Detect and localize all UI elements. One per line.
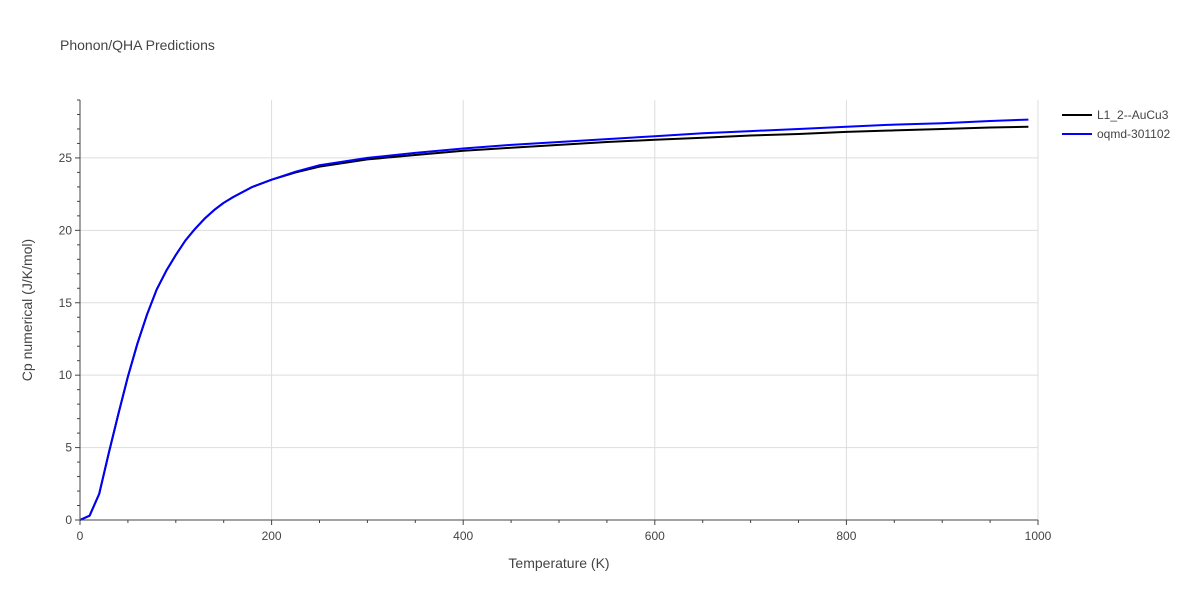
x-tick-label: 800 xyxy=(836,529,856,543)
x-tick-label: 600 xyxy=(645,529,665,543)
y-tick-label: 20 xyxy=(59,223,73,237)
chart-title: Phonon/QHA Predictions xyxy=(60,37,215,53)
y-tick-label: 25 xyxy=(59,151,73,165)
legend-label: oqmd-301102 xyxy=(1097,127,1170,141)
y-tick-label: 10 xyxy=(59,368,73,382)
series-line-L1_2--AuCu3 xyxy=(79,125,1029,521)
y-axis-title: Cp numerical (J/K/mol) xyxy=(19,239,35,381)
x-tick-label: 200 xyxy=(262,529,282,543)
y-tick-label: 5 xyxy=(65,441,72,455)
y-tick-label: 15 xyxy=(59,296,73,310)
axes: 0 200 400 600 800 1000 0 5 10 15 20 25 xyxy=(59,99,1052,543)
series-lines xyxy=(79,118,1029,521)
grid xyxy=(80,100,1039,520)
x-axis-title: Temperature (K) xyxy=(508,555,609,571)
x-tick-label: 1000 xyxy=(1025,529,1052,543)
series-line-oqmd-301102 xyxy=(79,118,1029,521)
x-tick-label: 400 xyxy=(453,529,473,543)
legend: L1_2--AuCu3 oqmd-301102 xyxy=(1062,108,1170,141)
y-tick-label: 0 xyxy=(65,513,72,527)
legend-label: L1_2--AuCu3 xyxy=(1097,108,1169,122)
x-tick-label: 0 xyxy=(77,529,84,543)
